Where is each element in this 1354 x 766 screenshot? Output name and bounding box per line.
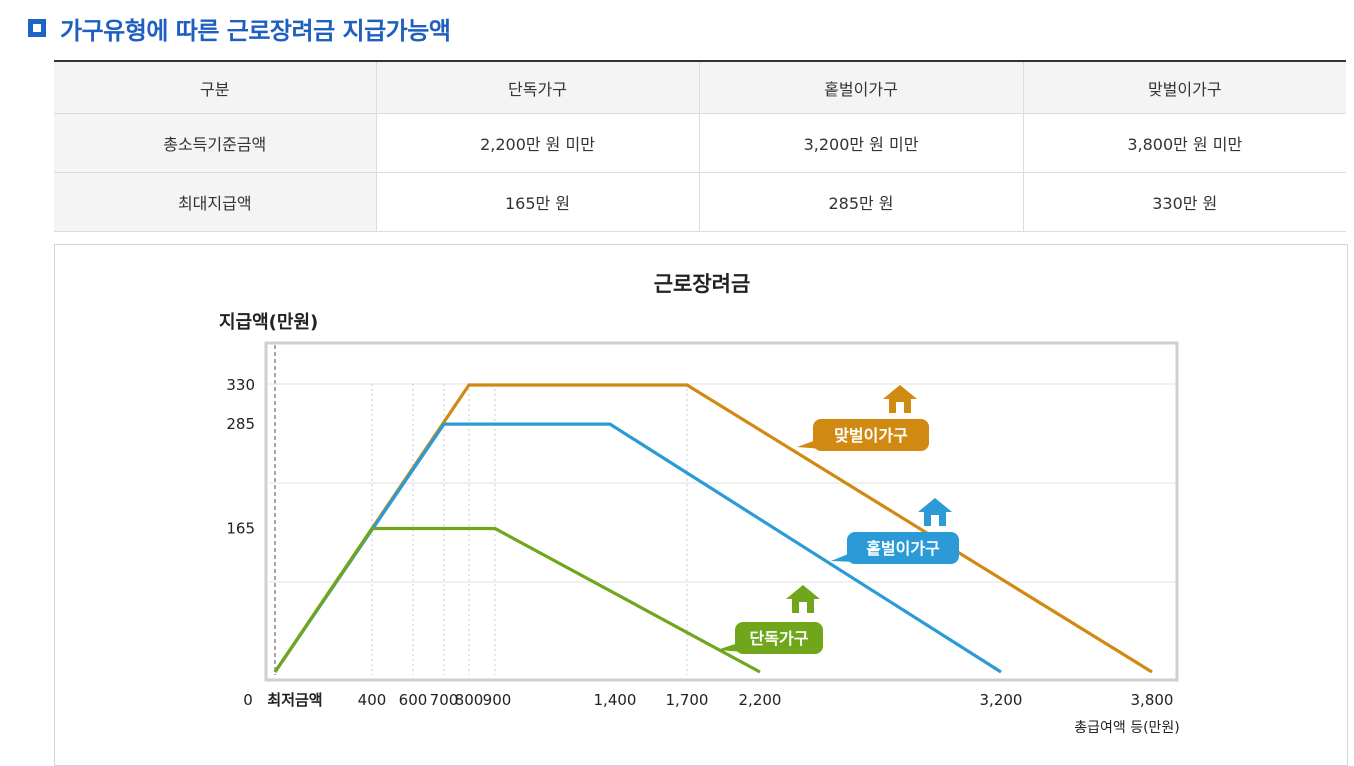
house-icon <box>918 498 952 526</box>
y-tick-label: 285 <box>226 415 255 433</box>
label-box <box>735 622 823 654</box>
plot-frame <box>264 341 1179 682</box>
table-row-header: 최대지급액 <box>54 172 376 232</box>
house-icon <box>786 585 820 613</box>
table-cell: 3,800만 원 미만 <box>1022 113 1346 173</box>
house-roof <box>883 385 917 399</box>
x-tick-label: 600 <box>399 691 428 709</box>
series-layer <box>273 383 1153 674</box>
x-tick-label: 3,800 <box>1131 691 1174 709</box>
x-tick-label: 2,200 <box>739 691 782 709</box>
table-row-header: 총소득기준금액 <box>54 113 376 173</box>
table-cell: 3,200만 원 미만 <box>698 113 1023 173</box>
series-name-label: 홑벌이가구 <box>866 539 940 558</box>
x-tick-label: 400 <box>358 691 387 709</box>
x-axis-title: 총급여액 등(만원) <box>1074 720 1180 736</box>
x-tick-label: 0 <box>243 691 253 709</box>
label-box <box>813 419 929 451</box>
chart-panel: 근로장려금 지급액(만원) 165 285 330 0 최저금액 400 600 700 800… <box>54 244 1348 766</box>
table-header-row: 구분 단독가구 홑벌이가구 맞벌이가구 <box>54 60 1346 114</box>
series-line <box>273 526 761 674</box>
x-tick-label: 1,400 <box>594 691 637 709</box>
house-door <box>896 402 904 413</box>
table-header-cell: 단독가구 <box>375 60 699 114</box>
x-tick-label: 3,200 <box>980 691 1023 709</box>
x-tick-label: 700 <box>430 691 459 709</box>
x-tick-label: 900 <box>483 691 512 709</box>
table-row: 최대지급액 165만 원 285만 원 330만 원 <box>54 172 1346 232</box>
house-door <box>799 602 807 613</box>
x-tick-label: 1,700 <box>666 691 709 709</box>
x-tick-label: 800 <box>455 691 484 709</box>
page-title: 가구유형에 따른 근로장려금 지급가능액 <box>60 16 451 45</box>
y-tick-label: 165 <box>226 519 255 537</box>
table-cell: 2,200만 원 미만 <box>375 113 699 173</box>
series-name-label: 단독가구 <box>750 629 809 648</box>
table-header-cell: 맞벌이가구 <box>1022 60 1346 114</box>
chart-title: 근로장려금 <box>654 272 751 296</box>
y-axis-title: 지급액(만원) <box>219 312 318 333</box>
series-label-0: 단독가구 <box>717 585 823 654</box>
table-header-cell: 구분 <box>54 60 376 114</box>
section-heading: 가구유형에 따른 근로장려금 지급가능액 <box>28 10 451 46</box>
table-cell: 285만 원 <box>698 172 1023 232</box>
x-tick-label: 최저금액 <box>267 691 322 709</box>
chart-svg: 근로장려금 지급액(만원) 165 285 330 0 최저금액 400 600 700800… <box>219 272 1180 736</box>
series-label-1: 홑벌이가구 <box>831 498 959 564</box>
house-door <box>931 515 939 526</box>
series-name-label: 맞벌이가구 <box>834 426 908 445</box>
label-box <box>847 532 959 564</box>
series-label-2: 맞벌이가구 <box>797 385 929 451</box>
benefit-table: 구분 단독가구 홑벌이가구 맞벌이가구 총소득기준금액 2,200만 원 미만 … <box>54 60 1346 232</box>
table-cell: 165만 원 <box>375 172 699 232</box>
table-cell: 330만 원 <box>1022 172 1346 232</box>
table-row: 총소득기준금액 2,200만 원 미만 3,200만 원 미만 3,800만 원… <box>54 113 1346 173</box>
house-icon <box>883 385 917 413</box>
house-roof <box>918 498 952 512</box>
house-roof <box>786 585 820 599</box>
table-header-cell: 홑벌이가구 <box>698 60 1023 114</box>
square-bullet-icon <box>28 19 46 37</box>
y-tick-label: 330 <box>226 376 255 394</box>
